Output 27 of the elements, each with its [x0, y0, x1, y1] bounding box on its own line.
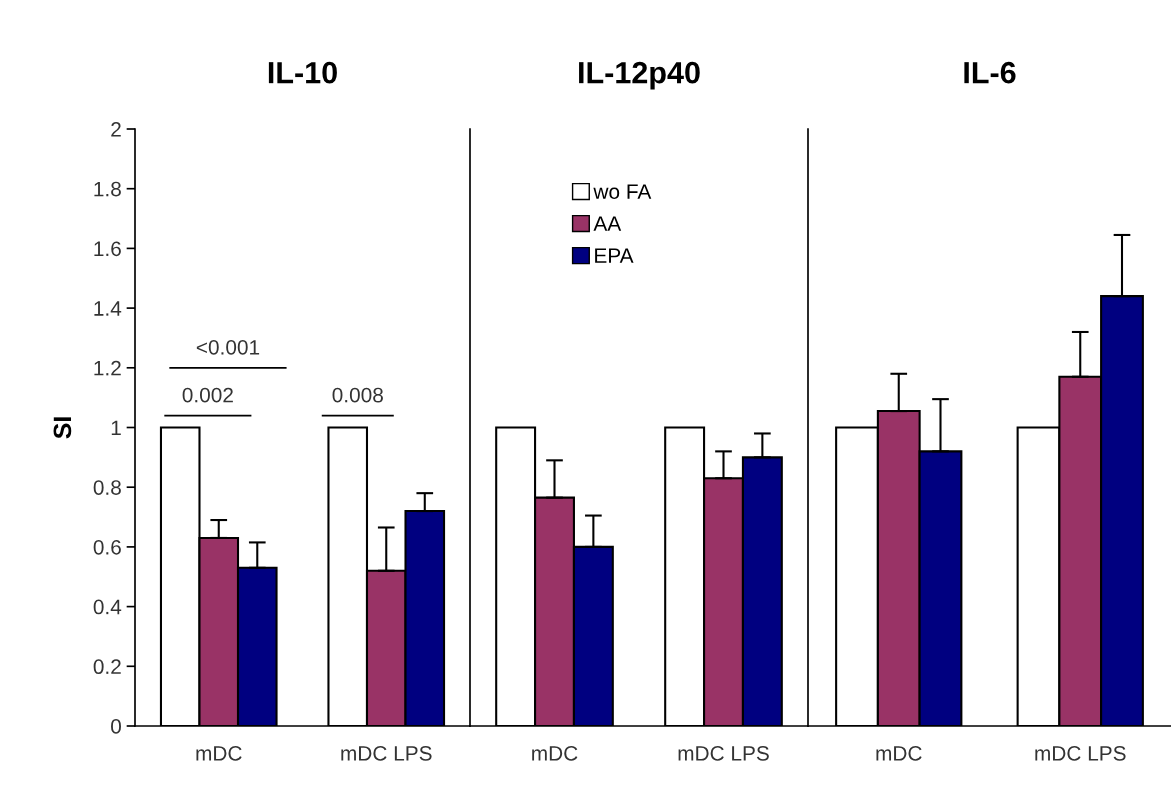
chart-title: IL-12p40 [579, 61, 700, 90]
y-tick-label: 1.8 [94, 181, 121, 197]
chart-title: IL-10 [268, 61, 337, 84]
legend-label: AA [593, 216, 622, 231]
y-tick-label: 2 [111, 122, 121, 137]
y-tick-label: 0.2 [93, 659, 121, 675]
y-tick-label: 1.6 [94, 241, 121, 257]
y-axis-title: SI [53, 417, 72, 439]
y-tick-label: 0 [111, 719, 121, 734]
y-tick-label: 1 [111, 420, 121, 436]
x-tick-label: mDC LPS [1035, 745, 1126, 761]
y-tick-label: 0.4 [93, 599, 122, 615]
x-tick-label: mDC LPS [341, 745, 432, 761]
y-tick-label: 1.2 [94, 360, 121, 376]
x-tick-label: mDC [196, 745, 242, 761]
x-tick-label: mDC LPS [678, 745, 769, 761]
annotation: 0.008 [332, 387, 383, 403]
x-tick-label: mDC [876, 745, 922, 761]
y-tick-label: 1.4 [94, 301, 122, 316]
y-tick-label: 0.6 [93, 539, 121, 555]
annotation: 0.002 [182, 387, 233, 403]
y-tick-label: 0.8 [93, 480, 121, 495]
annotation: <0.001 [196, 339, 260, 355]
chart-title: IL-6 [964, 61, 1016, 84]
legend-label: wo FA [593, 184, 652, 199]
x-tick-label: mDC [532, 745, 578, 761]
legend-label: EPA [595, 248, 634, 263]
